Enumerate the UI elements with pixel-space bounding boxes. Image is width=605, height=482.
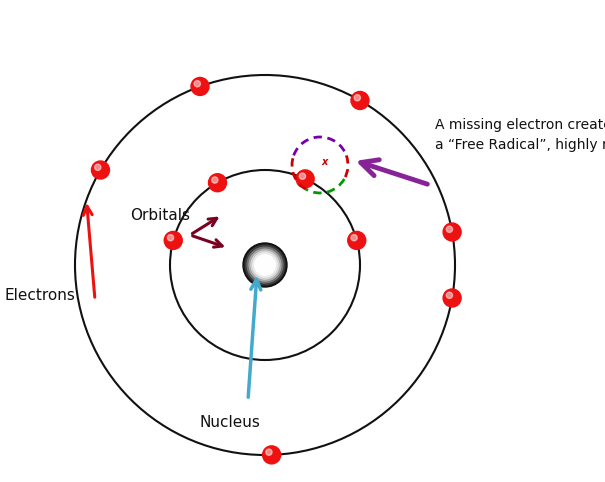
Circle shape <box>257 256 273 273</box>
Circle shape <box>266 449 272 455</box>
Circle shape <box>245 245 285 285</box>
Circle shape <box>263 446 281 464</box>
Circle shape <box>446 226 453 232</box>
Circle shape <box>91 161 110 179</box>
Text: Nucleus: Nucleus <box>200 415 260 430</box>
Text: A missing electron creates
a “Free Radical”, highly reactive: A missing electron creates a “Free Radic… <box>435 118 605 152</box>
Circle shape <box>255 254 275 275</box>
Circle shape <box>250 251 280 279</box>
Circle shape <box>296 170 314 188</box>
Circle shape <box>348 231 366 249</box>
Circle shape <box>168 235 174 241</box>
Text: Electrons: Electrons <box>5 287 76 303</box>
Circle shape <box>164 231 182 249</box>
Circle shape <box>194 80 200 87</box>
Text: x: x <box>322 157 328 167</box>
Circle shape <box>351 92 369 109</box>
Circle shape <box>191 78 209 95</box>
Circle shape <box>249 249 281 281</box>
Circle shape <box>446 292 453 298</box>
Text: Orbitals: Orbitals <box>130 207 190 223</box>
Circle shape <box>351 235 357 241</box>
Circle shape <box>243 243 287 287</box>
Circle shape <box>443 289 461 307</box>
Circle shape <box>247 247 283 283</box>
Circle shape <box>443 223 461 241</box>
Circle shape <box>253 253 277 277</box>
Circle shape <box>354 94 361 101</box>
Circle shape <box>255 255 275 275</box>
Circle shape <box>212 177 218 183</box>
Circle shape <box>94 164 101 171</box>
Circle shape <box>209 174 226 192</box>
Circle shape <box>299 173 306 179</box>
